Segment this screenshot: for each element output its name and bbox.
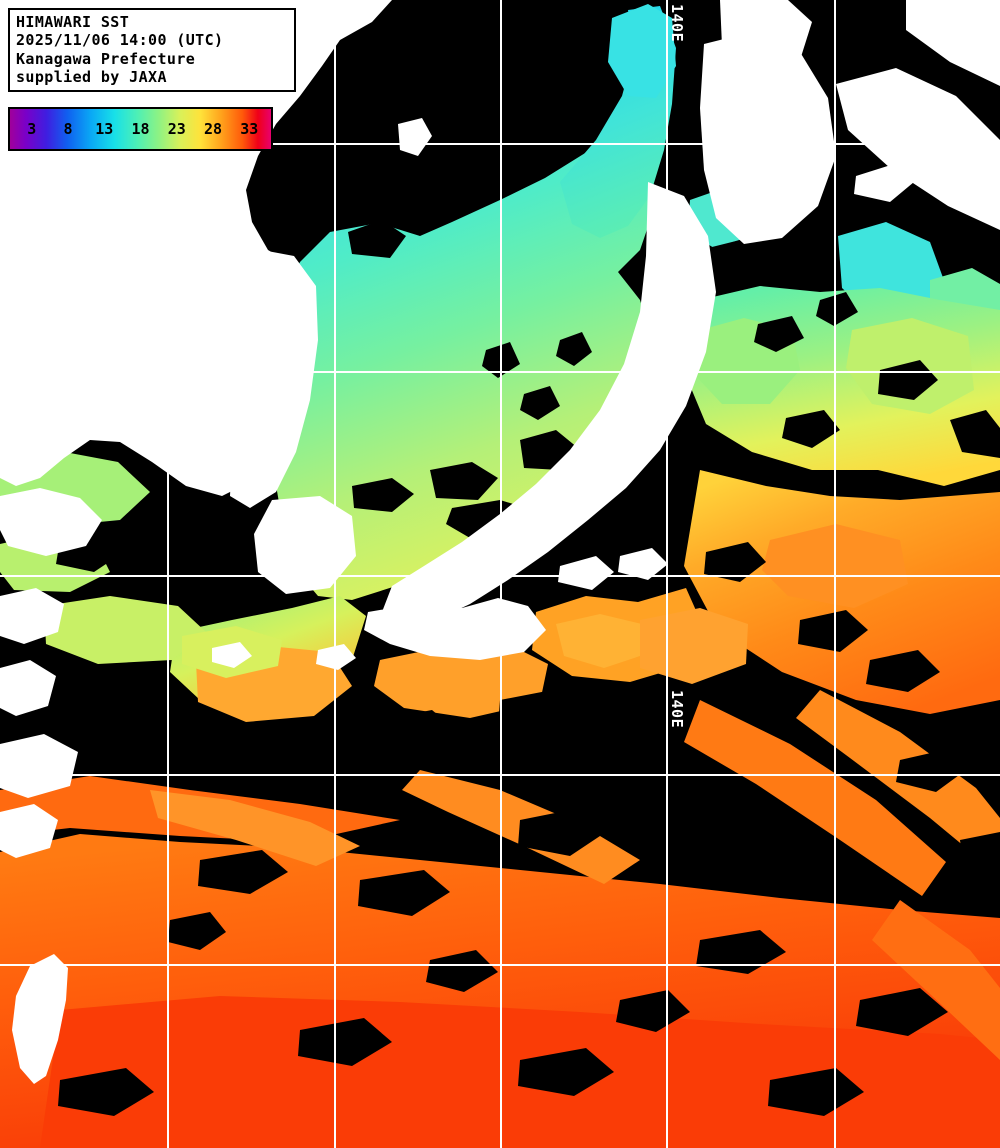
land-china-south bbox=[0, 488, 102, 556]
colorbar-tick-8: 8 bbox=[63, 120, 73, 138]
colorbar-tick-18: 18 bbox=[131, 120, 150, 138]
land-islet-e bbox=[618, 548, 668, 580]
land-china-south-c bbox=[0, 660, 56, 716]
colorbar-tick-3: 3 bbox=[27, 120, 37, 138]
land-hokkaido bbox=[700, 32, 836, 244]
sst-patch-okhotsk-cool bbox=[608, 4, 676, 98]
land-china-south-d bbox=[0, 734, 78, 798]
sst-field bbox=[0, 4, 1000, 1148]
land-honshu bbox=[382, 182, 716, 626]
land-ne-corner bbox=[906, 0, 1000, 86]
sst-colorbar: 3 8 13 18 23 28 33 bbox=[8, 107, 273, 151]
colorbar-tick-23: 23 bbox=[167, 120, 186, 138]
land-kuril-ne bbox=[836, 68, 1000, 230]
land-islet-a bbox=[398, 118, 432, 156]
sst-patch-se-streak-b bbox=[796, 690, 1000, 876]
land-china-south-b bbox=[0, 588, 64, 644]
product-credit: supplied by JAXA bbox=[16, 67, 167, 86]
sst-patch-mid-streak-b bbox=[150, 790, 360, 866]
product-title: HIMAWARI SST bbox=[16, 13, 130, 31]
colorbar-tick-13: 13 bbox=[95, 120, 114, 138]
colorbar-tick-28: 28 bbox=[203, 120, 223, 138]
colorbar-tick-33: 33 bbox=[240, 120, 259, 138]
colorbar-gradient bbox=[10, 109, 271, 149]
land-taiwan bbox=[12, 954, 68, 1084]
land-islet-h bbox=[854, 164, 914, 202]
land-korea-south bbox=[254, 496, 356, 594]
product-info-box: HIMAWARI SST 2025/11/06 14:00 (UTC) Kana… bbox=[8, 8, 296, 93]
product-timestamp: 2025/11/06 14:00 (UTC) bbox=[16, 31, 224, 50]
sst-patch-se-streak-a bbox=[684, 700, 946, 896]
sst-patch-west-cool-c bbox=[44, 596, 206, 664]
product-region: Kanagawa Prefecture bbox=[16, 49, 196, 68]
land-islet-b bbox=[212, 642, 252, 668]
land-china-south-e bbox=[0, 804, 58, 858]
land-islet-d bbox=[730, 4, 780, 34]
land-islet-f bbox=[558, 556, 614, 590]
sst-patch-se-streak-c bbox=[872, 900, 1000, 1060]
land-korea bbox=[230, 250, 318, 508]
sst-patch-sagami-warm bbox=[556, 614, 646, 668]
colorbar-tick-labels: 3 8 13 18 23 28 33 bbox=[10, 109, 271, 149]
